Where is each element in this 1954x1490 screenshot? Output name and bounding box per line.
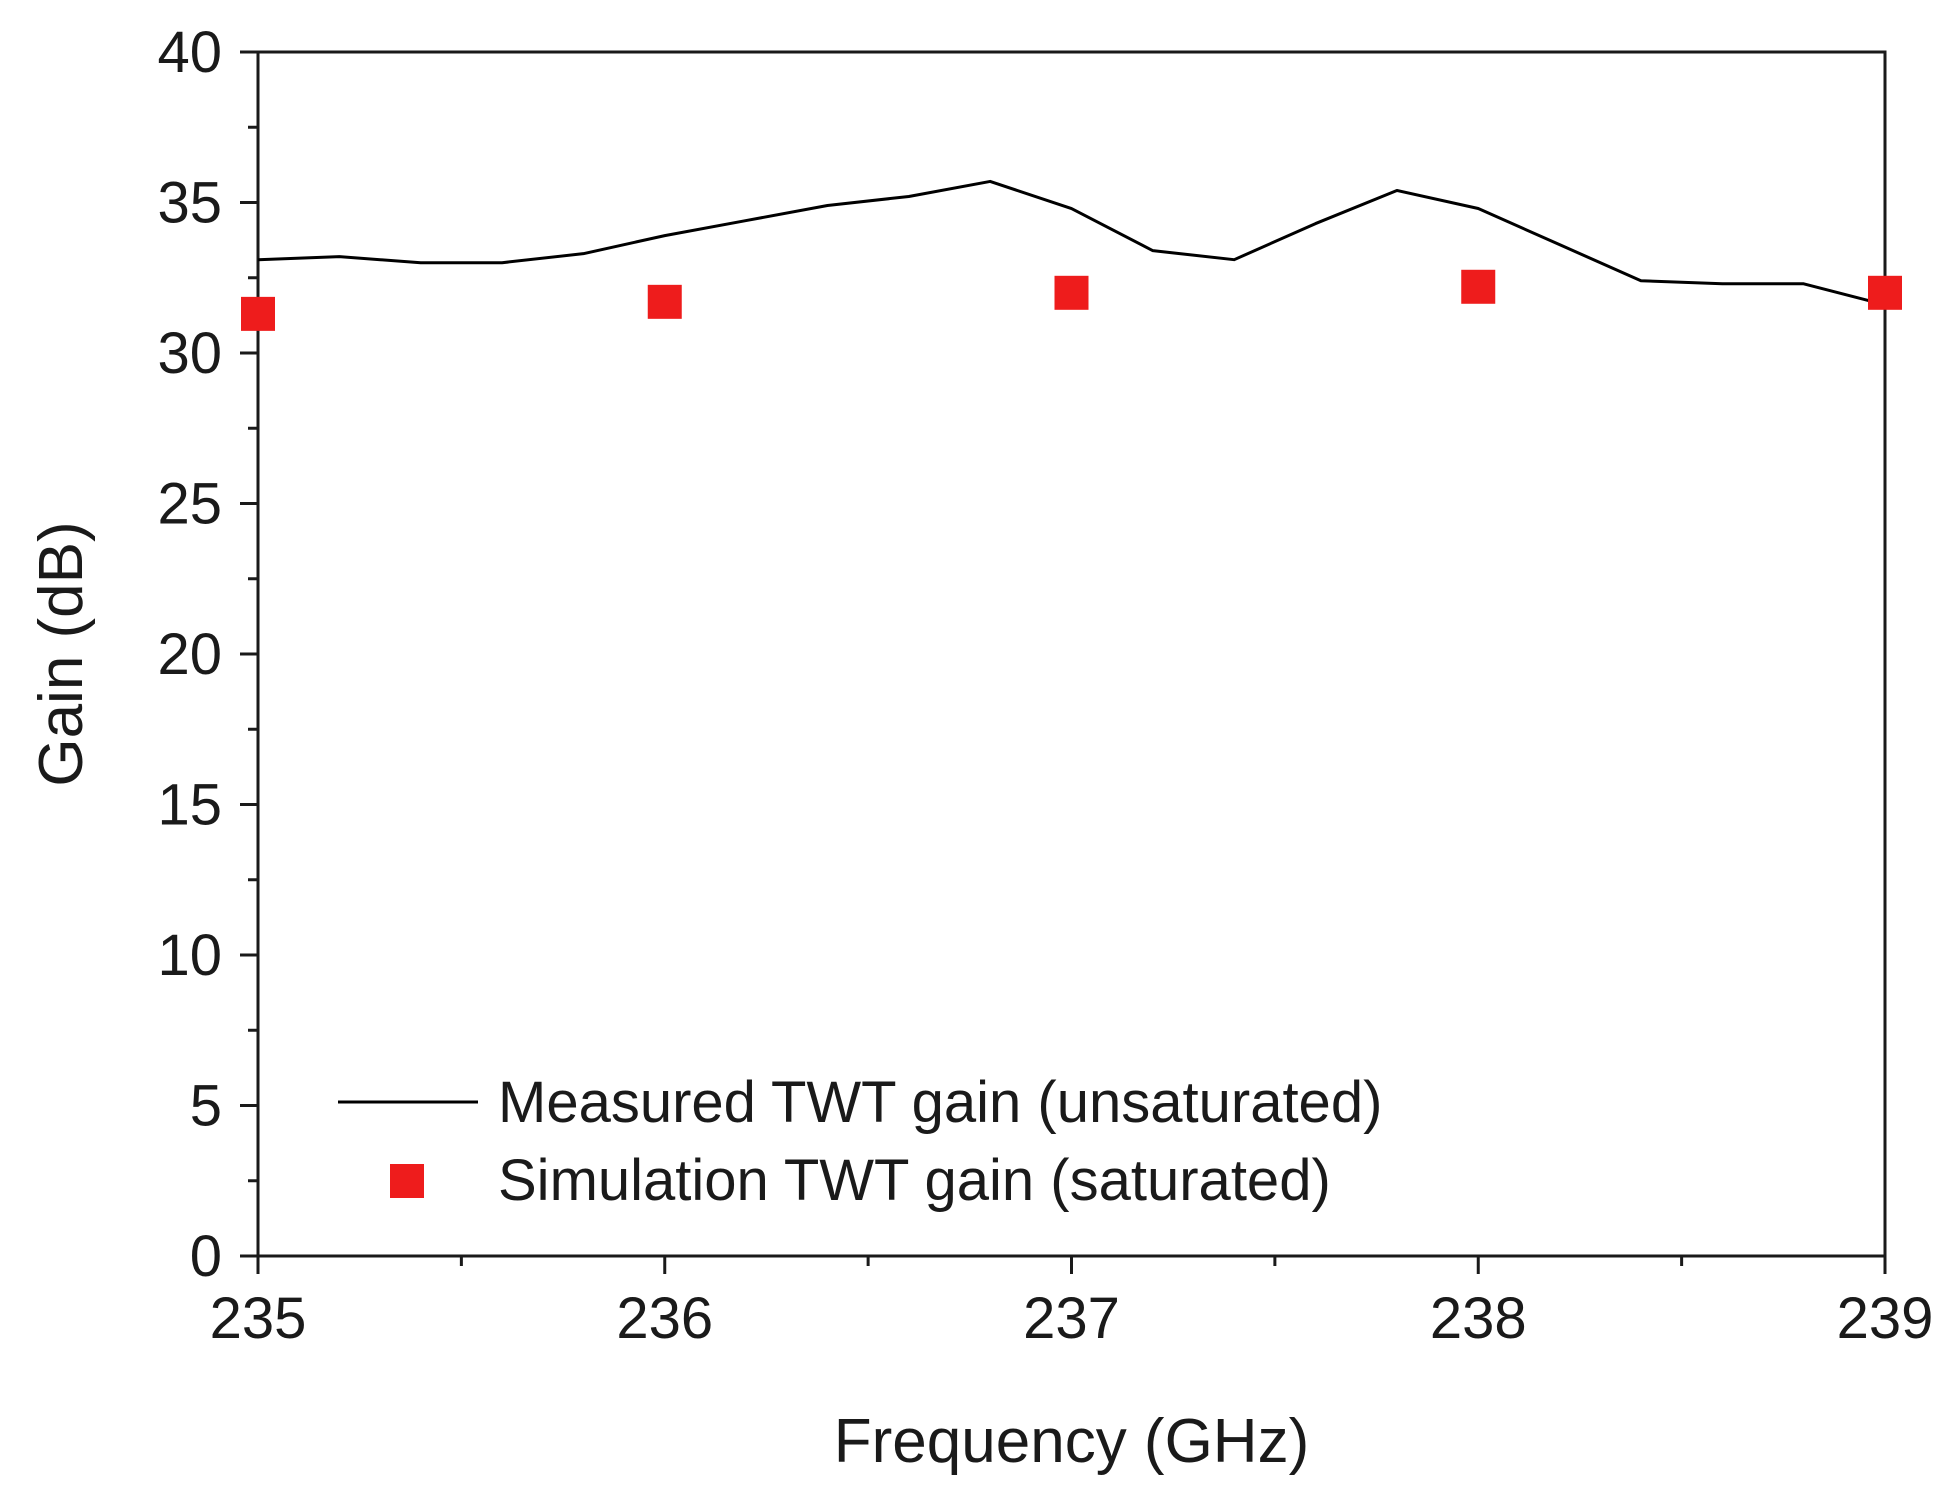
legend-label-simulation: Simulation TWT gain (saturated) [498, 1148, 1331, 1213]
simulation-gain-marker [241, 296, 275, 331]
x-axis: 235 236 237 238 239 [210, 1256, 1934, 1351]
simulation-gain-marker [647, 284, 682, 319]
legend: Measured TWT gain (unsaturated) Simulatio… [338, 1070, 1382, 1213]
x-tick-label: 235 [210, 1286, 307, 1351]
y-tick-label: 0 [190, 1224, 222, 1289]
x-tick-label: 238 [1430, 1286, 1527, 1351]
simulation-gain-marker [1054, 275, 1089, 310]
y-tick-label: 15 [157, 773, 222, 838]
y-axis-label: Gain (dB) [27, 521, 96, 786]
y-tick-label: 5 [190, 1074, 222, 1139]
y-tick-label: 30 [157, 321, 222, 386]
y-axis: 0 5 10 15 20 25 30 35 40 [157, 20, 258, 1289]
simulation-gain-marker [1868, 275, 1902, 310]
series-layer [241, 179, 1902, 331]
x-axis-label: Frequency (GHz) [834, 1407, 1309, 1476]
x-tick-label: 239 [1837, 1286, 1934, 1351]
measured-gain-line [257, 179, 1886, 307]
y-tick-label: 40 [157, 20, 222, 85]
y-tick-label: 10 [157, 923, 222, 988]
y-tick-label: 20 [157, 622, 222, 687]
y-tick-label: 35 [157, 171, 222, 236]
legend-marker-swatch [390, 1164, 424, 1198]
legend-label-measured: Measured TWT gain (unsaturated) [498, 1070, 1382, 1135]
y-tick-label: 25 [157, 472, 222, 537]
x-tick-label: 237 [1023, 1286, 1120, 1351]
simulation-gain-marker [1461, 269, 1496, 304]
x-tick-label: 236 [616, 1286, 713, 1351]
